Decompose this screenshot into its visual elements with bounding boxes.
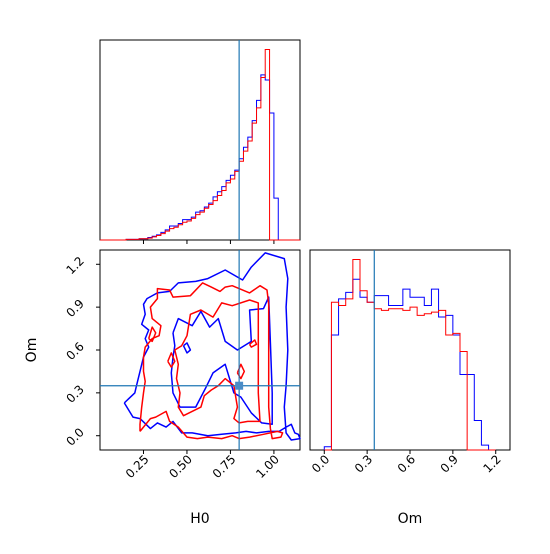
om-xtick-label-2: 0.6 [395,452,418,475]
contour-series-1-level-0 [139,282,284,440]
x-axis-label-om: Om [398,511,423,527]
h0-xtick-label-0: 0.25 [123,452,152,481]
om-ytick-label-2: 0.6 [63,339,86,362]
contour-series-0-level-1 [170,296,273,426]
om-histogram-series-0 [323,278,496,451]
truth-marker [235,381,244,390]
y-axis-label-om: Om [24,338,40,363]
om-ytick-label-3: 0.9 [63,297,86,320]
contour-series-1-level-3 [167,352,176,368]
om-ytick-label-1: 0.3 [63,382,86,405]
panel-contour: 0.25 0.50 0.75 1.00 0.0 0.3 0.6 0.9 1.2 H0 Om [24,249,301,527]
contour-series-1-level-5 [248,339,258,348]
h0-xtick-label-2: 0.75 [210,452,239,481]
h0-histogram-series-1 [100,49,300,241]
h0-xtick-label-1: 0.50 [166,452,195,481]
om-xtick-label-4: 1.2 [480,452,503,475]
contour-series-0-level-0 [123,252,301,441]
contour-series-1-level-1 [174,299,261,424]
contour-series-1-level-4 [236,363,246,380]
om-histogram-series-1 [324,259,496,451]
om-ytick-label-0: 0.0 [63,425,86,448]
contour-series-0-level-2 [182,342,192,354]
om-xtick-label-1: 0.3 [352,452,375,475]
om-xtick-label-0: 0.0 [309,452,332,475]
om-ytick-label-4: 1.2 [63,254,86,277]
panel-h0-marginal-frame [99,39,301,241]
panel-h0-marginal [99,39,301,244]
panel-om-marginal: 0.0 0.3 0.6 0.9 1.2 Om [309,249,511,527]
om-xtick-label-3: 0.9 [438,452,461,475]
contour-series-1-level-2 [147,326,157,343]
h0-xtick-label-3: 1.00 [253,452,282,481]
x-axis-label-h0: H0 [190,511,209,527]
